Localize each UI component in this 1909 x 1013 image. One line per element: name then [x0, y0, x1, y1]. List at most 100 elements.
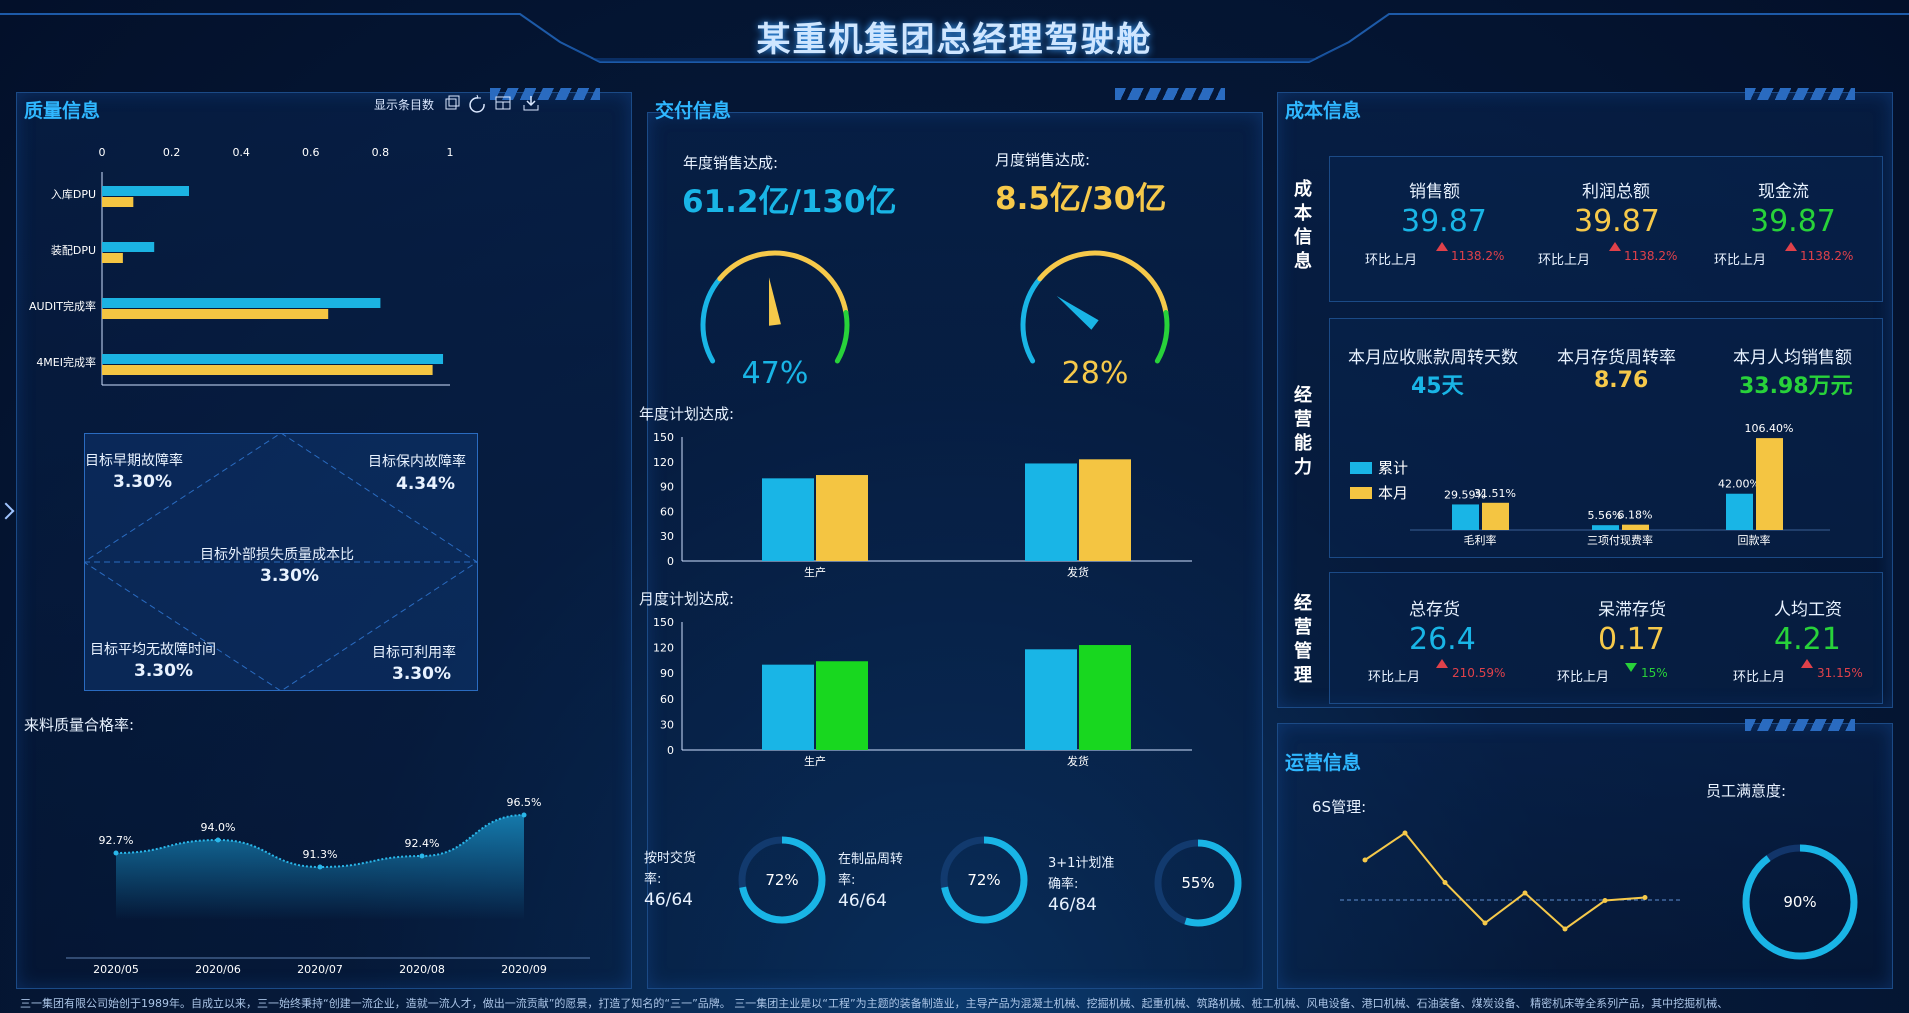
6s-line: [1364, 831, 1646, 931]
legend-swatch: [1350, 487, 1372, 499]
toolbar-icons: [445, 94, 539, 113]
data-label: 42.00%: [1718, 478, 1760, 491]
y-tick-label: 90: [660, 481, 674, 494]
download-icon[interactable]: [523, 96, 539, 111]
ring-value: 72%: [967, 871, 1000, 889]
bar: [1482, 502, 1509, 530]
gauge-needle: [768, 277, 781, 326]
x-tick-label: 2020/09: [501, 963, 547, 976]
gauge-arc-high: [1154, 309, 1170, 364]
annual-gauge: 47%: [700, 250, 850, 390]
category-label: AUDIT完成率: [29, 299, 96, 313]
annual-sales-value: 61.2亿/130亿: [682, 184, 897, 220]
bar: [816, 475, 868, 561]
bar: [1592, 525, 1619, 530]
y-tick-label: 120: [653, 642, 674, 655]
refresh-icon[interactable]: [469, 94, 485, 113]
cost-panel: [1277, 92, 1893, 708]
mgmt-value: 0.17: [1598, 622, 1665, 657]
kpi-value: 39.87: [1574, 204, 1660, 239]
x-tick-label: 1: [447, 146, 454, 159]
bar: [102, 365, 433, 375]
data-label: 92.7%: [99, 834, 134, 847]
category-label: 回款率: [1738, 533, 1771, 547]
bar: [1025, 463, 1077, 561]
target-label: 目标平均无故障时间: [90, 642, 216, 658]
mgmt-value: 26.4: [1409, 622, 1476, 657]
category-label: 毛利率: [1464, 533, 1497, 547]
6s-label: 6S管理:: [1312, 798, 1367, 816]
mgmt-mom: 31.15%: [1817, 666, 1863, 680]
ability-value: 8.76: [1594, 368, 1649, 393]
y-tick-label: 60: [660, 693, 674, 706]
mgmt-mom-label: 环比上月: [1557, 670, 1610, 685]
page-title: 某重机集团总经理驾驶舱: [756, 20, 1153, 60]
satisfaction-label: 员工满意度:: [1706, 782, 1787, 800]
bar: [102, 197, 134, 207]
y-tick-label: 60: [660, 505, 674, 518]
category-label: 发货: [1067, 565, 1089, 579]
monthly-plan-label: 月度计划达成:: [639, 590, 735, 608]
up-arrow-icon: [1609, 242, 1621, 251]
header-frame: [0, 13, 1909, 63]
ring-label: 3+1计划准: [1048, 856, 1115, 871]
ring-count: 46/64: [644, 890, 693, 910]
gauge-arc-low: [1020, 276, 1043, 364]
y-tick-label: 150: [653, 616, 674, 629]
x-tick-label: 2020/07: [297, 963, 343, 976]
ring-progress: [1742, 844, 1858, 960]
footer-ticker: 三一集团有限公司始创于1989年。自成立以来，三一始终秉持“创建一流企业，造就一…: [20, 997, 1729, 1010]
data-point: [215, 837, 221, 843]
mgmt-mom-label: 环比上月: [1733, 670, 1786, 685]
cost-title: 成本信息: [1285, 100, 1362, 122]
ability-value: 45天: [1411, 374, 1464, 399]
y-tick-label: 0: [667, 744, 674, 757]
ring-value: 90%: [1783, 893, 1816, 911]
data-label: 106.40%: [1745, 422, 1794, 435]
category-label: 发货: [1067, 754, 1089, 768]
ability-value: 33.98万元: [1739, 374, 1853, 399]
toolbar-show-count[interactable]: 显示条目数: [374, 98, 435, 112]
kpi-mom-label: 环比上月: [1365, 253, 1418, 268]
ring-label: 按时交货: [644, 851, 697, 866]
kpi-name: 现金流: [1758, 182, 1809, 202]
mgmt-mom-label: 环比上月: [1368, 670, 1421, 685]
copy-icon[interactable]: [445, 95, 460, 110]
bar: [1452, 504, 1479, 530]
table-icon[interactable]: [495, 96, 511, 110]
wip-ring: 72%: [940, 836, 1028, 924]
bar: [1756, 438, 1783, 530]
data-point: [419, 853, 425, 859]
section-label: 经营管理: [1294, 593, 1312, 686]
legend-label: 累计: [1378, 459, 1408, 477]
ring-progress: [1154, 839, 1242, 927]
target-label: 目标可利用率: [372, 645, 456, 661]
target-label: 目标保内故障率: [368, 454, 466, 470]
ops-panel: [1277, 723, 1893, 989]
target-value: 3.30%: [134, 661, 193, 681]
kpi-mom-label: 环比上月: [1538, 253, 1591, 268]
data-point: [1362, 857, 1368, 863]
ring-label: 率:: [838, 873, 856, 888]
pass-rate-title: 来料质量合格率:: [24, 716, 135, 734]
ability-name: 本月人均销售额: [1733, 348, 1852, 368]
mgmt-mom: 15%: [1641, 666, 1668, 680]
gauge-arc-mid: [717, 250, 849, 315]
quality-bar-chart: 0 0.2 0.4 0.6 0.8 1 入库DPU 装配DPU AUDIT完成率 4MEI完成率: [29, 146, 454, 386]
kpi-mom-label: 环比上月: [1714, 253, 1767, 268]
ring-label: 率:: [644, 872, 662, 887]
y-tick-label: 30: [660, 530, 674, 543]
bar: [762, 478, 814, 561]
bar: [102, 309, 329, 319]
bar: [1622, 524, 1649, 530]
kpi-value: 39.87: [1750, 204, 1836, 239]
mgmt-name: 人均工资: [1774, 600, 1842, 620]
category-label: 装配DPU: [51, 244, 96, 257]
data-label: 96.5%: [507, 796, 542, 809]
bar: [816, 661, 868, 750]
target-value: 3.30%: [392, 664, 451, 684]
ring-count: 46/84: [1048, 895, 1097, 915]
data-point: [1522, 890, 1528, 896]
x-tick-label: 2020/08: [399, 963, 445, 976]
gauge-value: 28%: [1062, 356, 1129, 390]
